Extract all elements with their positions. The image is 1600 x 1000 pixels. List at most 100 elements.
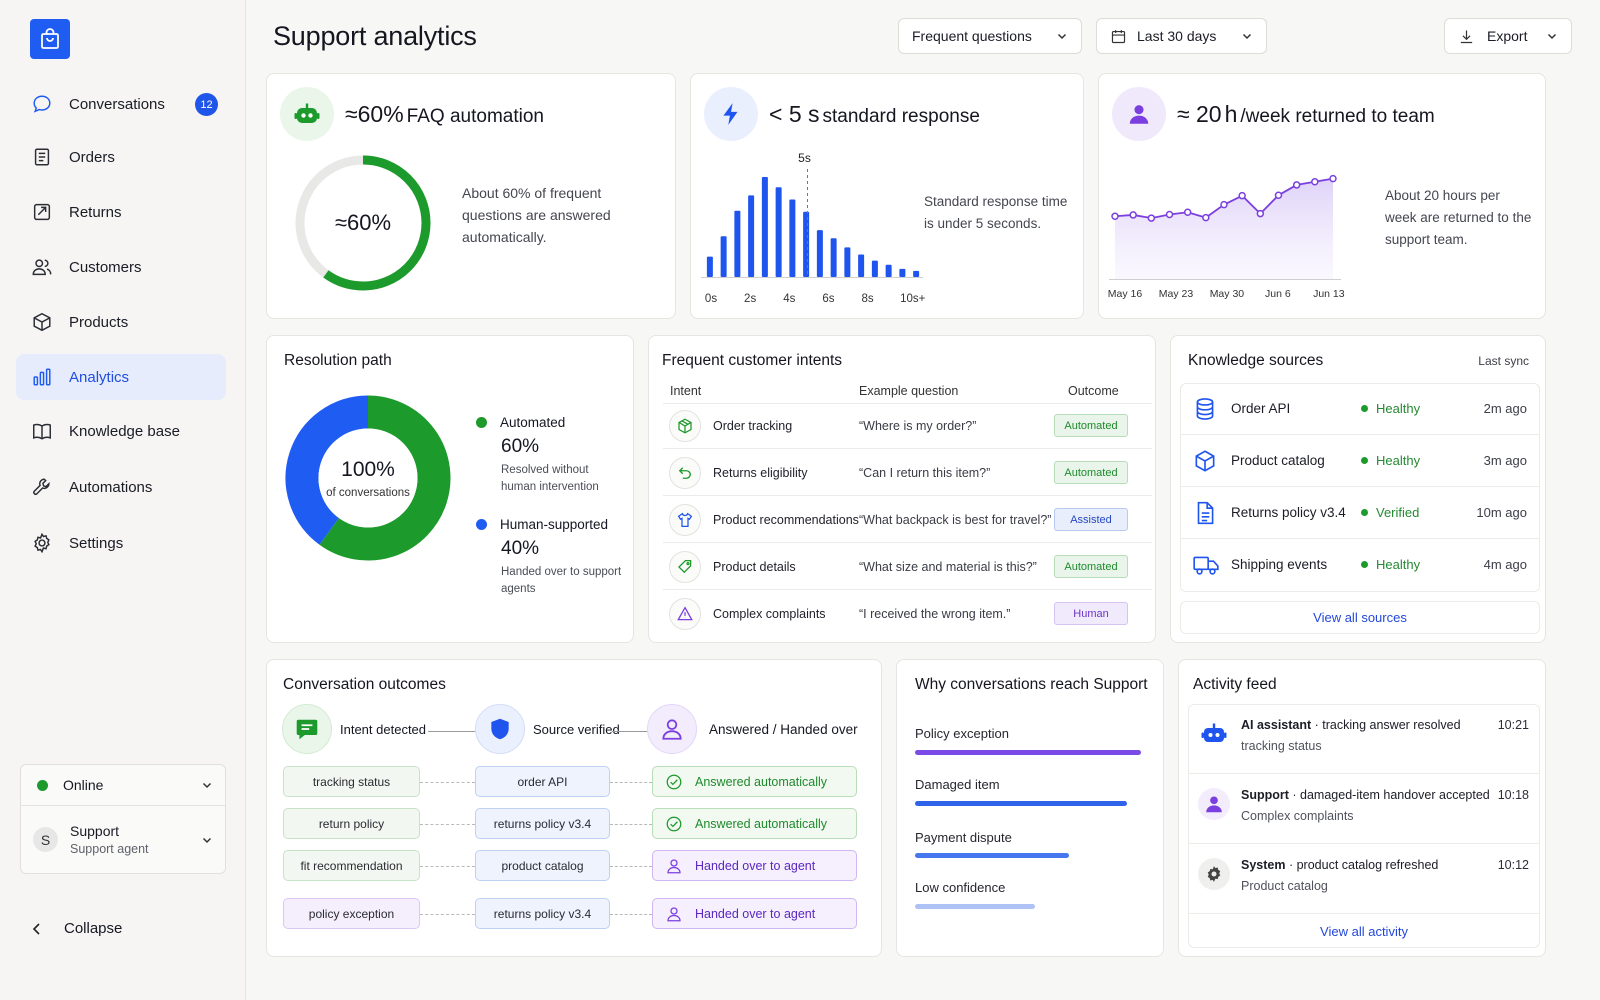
faq-automation-card: ≈60% FAQ automation ≈60% About 60% of fre… [266,73,676,319]
user-role: Support agent [70,842,149,856]
shirt-icon [669,504,701,536]
sidebar-item-knowledge-base[interactable]: Knowledge base [16,408,226,454]
stage-label: Answered / Handed over [709,721,858,737]
x-tick-label: Jun 6 [1265,288,1291,300]
sidebar-item-settings[interactable]: Settings [16,520,226,566]
area-fill [1115,178,1333,279]
result-chip[interactable]: Handed over to agent [652,898,857,929]
sidebar-item-analytics[interactable]: Analytics [16,354,226,400]
intent-chip[interactable]: fit recommendation [283,850,420,881]
activity-time: 10:21 [1497,718,1529,732]
data-point [1183,208,1192,216]
bar-chart-icon [30,365,54,389]
result-chip[interactable]: Handed over to agent [652,850,857,881]
source-chip[interactable]: product catalog [475,850,610,881]
lightning-icon [704,87,758,141]
status-dot-icon [1361,509,1368,516]
source-chip[interactable]: returns policy v3.4 [475,808,610,839]
table-row[interactable]: Order tracking “Where is my order?” Auto… [663,404,1152,449]
reasons-title: Why conversations reach Support [915,676,1148,693]
unread-count-badge: 12 [195,93,218,116]
source-chip[interactable]: order API [475,766,610,797]
sidebar-item-products[interactable]: Products [16,299,226,345]
intent-chip[interactable]: tracking status [283,766,420,797]
hours-returned-card: ≈ 20 h/week returned to team May 16 May 23… [1098,73,1546,319]
data-point [1202,213,1210,222]
sidebar-item-automations[interactable]: Automations [16,464,226,510]
clipboard-icon [30,145,54,169]
date-range-dropdown[interactable]: Last 30 days [1096,18,1267,54]
activity-item[interactable]: AI assistant · tracking answer resolved … [1188,704,1540,774]
source-chip[interactable]: returns policy v3.4 [475,898,610,929]
conversation-outcomes-card: Conversation outcomes Intent detected So… [266,659,882,957]
return-icon [669,457,701,489]
response-bar [913,270,920,277]
user-menu[interactable]: S Support Support agent [21,806,225,873]
response-bar [816,230,823,277]
activity-actor: System [1241,858,1286,872]
user-name: Support [70,823,120,839]
activity-text: Support · damaged-item handover accepted [1241,788,1490,802]
result-label: Handed over to agent [695,858,816,873]
table-row[interactable]: Complex complaints “I received the wrong… [663,592,1152,637]
intent-chip[interactable]: policy exception [283,898,420,929]
source-name: Shipping events [1231,557,1328,572]
data-point [1329,174,1337,183]
sidebar-item-label: Customers [69,258,142,276]
view-all-activity-link[interactable]: View all activity [1188,914,1540,948]
data-point [1274,191,1283,199]
gear-icon [30,531,54,555]
example-question: “What backpack is best for travel?” [859,513,1052,527]
message-icon [282,704,332,754]
source-sync-time: 2m ago [1483,401,1527,416]
outcome-badge: Automated [1054,555,1128,578]
sidebar-item-label: Returns [69,203,122,221]
result-chip[interactable]: Answered automatically [652,808,857,839]
knowledge-source-row[interactable]: Order API Healthy 2m ago [1180,383,1540,435]
activity-item[interactable]: Support · damaged-item handover accepted… [1188,774,1540,844]
sidebar-item-conversations[interactable]: Conversations 12 [16,81,226,127]
intent-chip[interactable]: return policy [283,808,420,839]
outcome-badge: Automated [1054,461,1128,484]
table-row[interactable]: Product recommendations “What backpack i… [663,498,1152,543]
response-bar [803,211,810,277]
data-point [1147,214,1156,222]
export-button[interactable]: Export [1444,18,1572,54]
knowledge-source-row[interactable]: Product catalog Healthy 3m ago [1180,435,1540,487]
activity-subject: Complex complaints [1241,809,1354,823]
shopping-bag-logo-icon[interactable] [30,19,70,59]
data-point [1238,191,1246,200]
knowledge-source-row[interactable]: Shipping events Healthy 4m ago [1180,539,1540,591]
check-circle-icon [666,774,682,789]
question-filter-dropdown[interactable]: Frequent questions [898,18,1082,54]
robot-icon [1198,718,1230,750]
response-bar [775,187,782,277]
table-row[interactable]: Product details “What size and material … [663,545,1152,590]
source-name: Returns policy v3.4 [1231,505,1346,520]
knowledge-source-row[interactable]: Returns policy v3.4 Verified 10m ago [1180,487,1540,539]
legend-automated: Automated 60% Resolved without human int… [476,415,626,496]
person-icon [1112,87,1166,141]
response-bar [830,238,837,277]
activity-item[interactable]: System · product catalog refreshed Produ… [1188,844,1540,914]
table-row[interactable]: Returns eligibility “Can I return this i… [663,451,1152,496]
stage-label: Intent detected [340,721,427,737]
response-bar [734,210,741,277]
response-bar [748,195,755,277]
collapse-button[interactable]: Collapse [30,920,122,937]
example-question: “Can I return this item?” [859,466,991,480]
result-chip[interactable]: Answered automatically [652,766,857,797]
status-select[interactable]: Online [21,765,225,806]
sidebar-item-returns[interactable]: Returns [16,189,226,235]
response-bar [871,260,878,277]
chevron-down-icon [202,782,212,789]
view-all-sources-link[interactable]: View all sources [1180,601,1540,634]
data-point [1220,200,1228,209]
support-reasons-card: Why conversations reach Support Policy e… [896,659,1164,957]
users-icon [30,255,54,279]
reason-bar [915,750,1141,755]
legend-label: Human-supported [500,517,609,532]
sidebar-item-orders[interactable]: Orders [16,134,226,180]
sidebar-item-customers[interactable]: Customers [16,244,226,290]
x-tick-label: 8s [861,293,873,305]
